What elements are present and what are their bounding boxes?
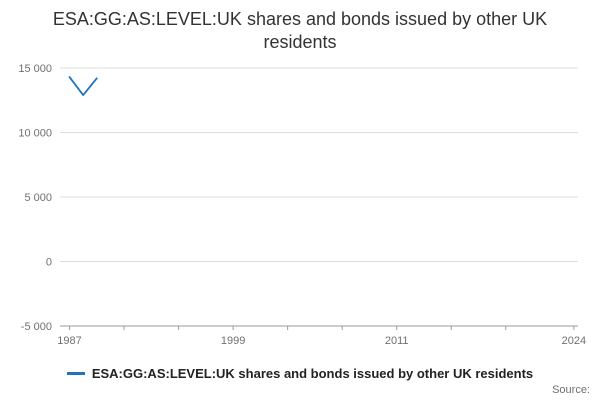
- chart-legend: ESA:GG:AS:LEVEL:UK shares and bonds issu…: [0, 366, 600, 381]
- data-series-line: [68, 76, 98, 97]
- y-axis-tick-label: -5 000: [21, 321, 52, 333]
- source-label: Source:: [552, 384, 590, 396]
- chart-title: ESA:GG:AS:LEVEL:UK shares and bonds issu…: [52, 9, 548, 53]
- y-axis-tick-label: 5 000: [24, 192, 52, 204]
- legend-line-swatch: [66, 372, 85, 376]
- x-axis-tick-label: 1999: [221, 335, 245, 347]
- y-axis-tick-label: 0: [46, 257, 52, 269]
- y-axis-tick-label: 10 000: [18, 128, 52, 140]
- line-chart: 15 000 10 000 5 000 0 -5 000 1987 1999 2011 2024: [18, 63, 586, 347]
- x-axis-tick-label: 2011: [385, 335, 409, 347]
- x-axis-tick-label: 2024: [562, 335, 586, 347]
- legend-label: ESA:GG:AS:LEVEL:UK shares and bonds issu…: [91, 366, 534, 382]
- x-axis-tick-label: 1987: [57, 335, 81, 347]
- y-axis-tick-label: 15 000: [18, 63, 52, 75]
